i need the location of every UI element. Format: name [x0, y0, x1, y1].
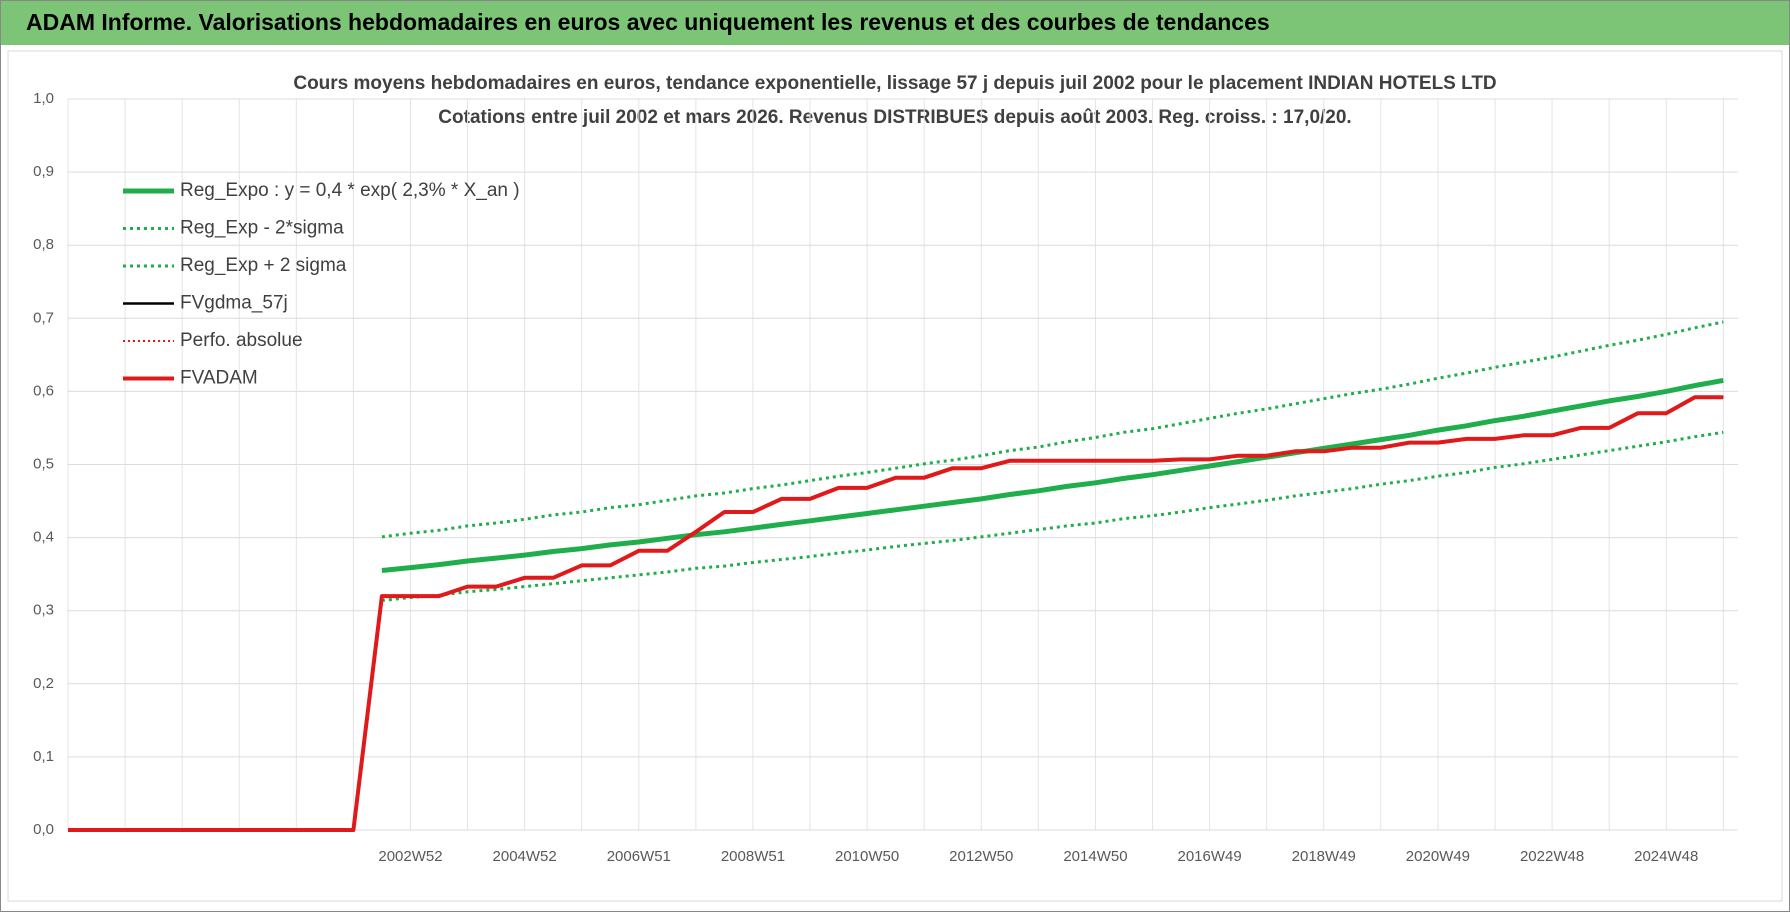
y-tick-label: 0,6 [33, 382, 54, 399]
legend-label: FVADAM [180, 368, 258, 389]
x-tick-label: 2018W49 [1292, 848, 1356, 865]
x-tick-label: 2006W51 [607, 848, 671, 865]
x-tick-label: 2022W48 [1520, 848, 1584, 865]
x-tick-label: 2010W50 [835, 848, 899, 865]
x-tick-label: 2002W52 [378, 848, 442, 865]
x-tick-label: 2016W49 [1177, 848, 1241, 865]
y-tick-label: 0,4 [33, 529, 54, 546]
series-line [381, 320, 1724, 539]
legend-label: Reg_Exp + 2 sigma [180, 255, 347, 276]
y-tick-label: 0,0 [33, 821, 54, 838]
legend-label: Perfo. absolue [180, 330, 303, 351]
y-tick-label: 0,5 [33, 455, 54, 472]
x-tick-label: 2012W50 [949, 848, 1013, 865]
y-tick-label: 0,8 [33, 236, 54, 253]
x-tick-label: 2020W49 [1406, 848, 1470, 865]
y-tick-label: 1,0 [33, 90, 54, 107]
y-tick-label: 0,3 [33, 602, 54, 619]
chart-title: Cours moyens hebdomadaires en euros, ten… [293, 73, 1496, 94]
x-tick-label: 2008W51 [721, 848, 785, 865]
legend-label: FVgdma_57j [180, 293, 288, 314]
chart-subtitle: Cotations entre juil 2002 et mars 2026. … [438, 107, 1351, 128]
series-line [68, 395, 1724, 832]
x-tick-label: 2014W50 [1063, 848, 1127, 865]
series-line [381, 430, 1724, 602]
series-line [381, 377, 1724, 573]
x-tick-label: 2024W48 [1634, 848, 1698, 865]
legend-label: Reg_Exp - 2*sigma [180, 218, 344, 239]
y-tick-label: 0,9 [33, 163, 54, 180]
page-header: ADAM Informe. Valorisations hebdomadaire… [0, 0, 1790, 45]
chart: Cours moyens hebdomadaires en euros, ten… [7, 50, 1783, 902]
x-tick-label: 2004W52 [493, 848, 557, 865]
y-tick-label: 0,2 [33, 675, 54, 692]
y-tick-label: 0,1 [33, 748, 54, 765]
legend-label: Reg_Expo : y = 0,4 * exp( 2,3% * X_an ) [180, 180, 520, 201]
y-tick-label: 0,7 [33, 309, 54, 326]
